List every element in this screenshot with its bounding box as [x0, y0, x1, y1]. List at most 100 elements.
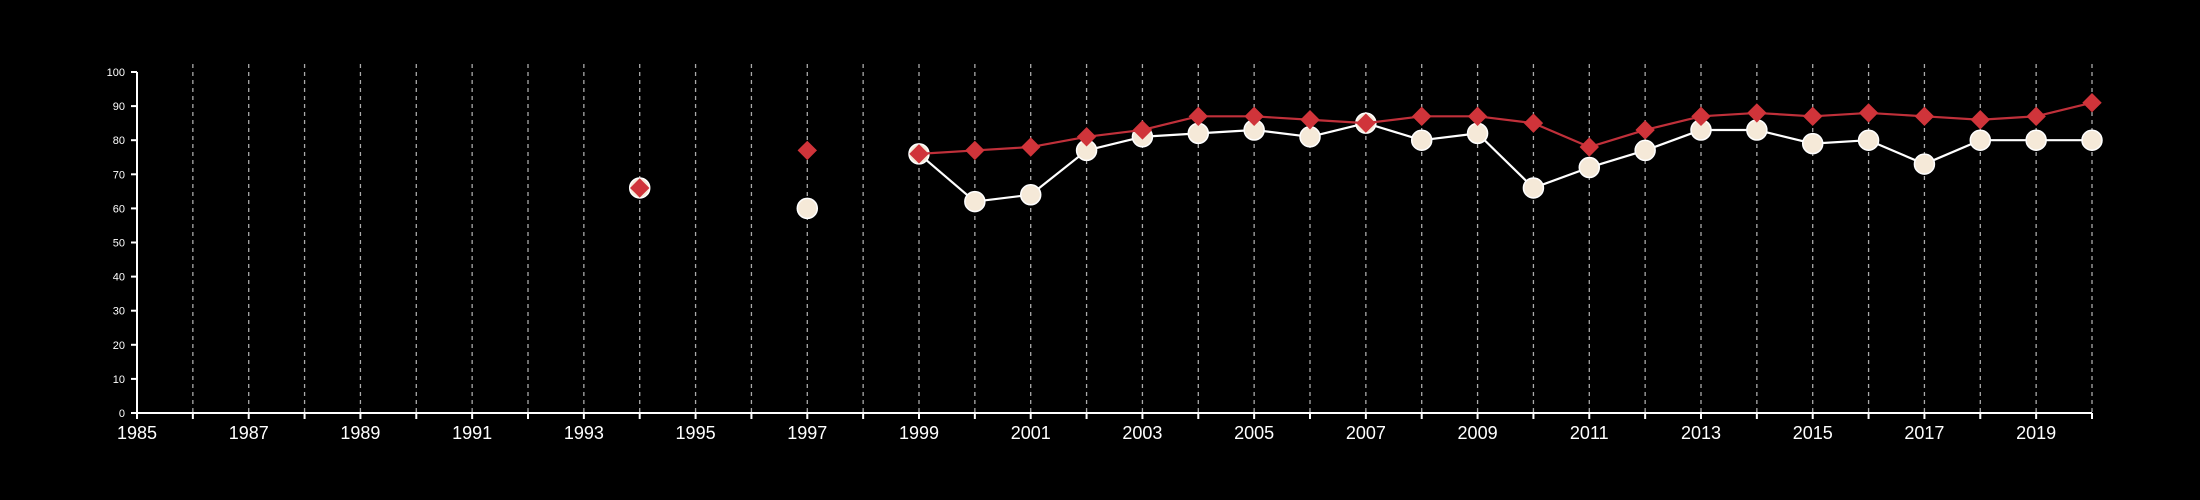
y-tick-label: 50	[113, 238, 125, 250]
data-point	[1691, 106, 1711, 127]
data-point	[1914, 106, 1935, 127]
y-tick-labels: 0 10 20 30 40 50 60 70 80 90 100	[107, 67, 125, 420]
series-line-segment	[1868, 111, 1925, 118]
series-line-segment	[1086, 128, 1143, 138]
data-point	[1244, 106, 1264, 127]
data-point	[1412, 106, 1432, 127]
y-tick-label: 10	[113, 374, 125, 386]
y-tick-label: 80	[113, 135, 125, 147]
x-tick-label: 1993	[564, 423, 604, 443]
x-tick-label: 2003	[1122, 423, 1162, 443]
series-line-segment	[1365, 115, 1422, 125]
series-2	[630, 92, 2102, 198]
data-point	[1523, 113, 1544, 133]
y-tick-label: 40	[113, 272, 125, 284]
data-point	[1578, 156, 1601, 179]
data-point	[796, 197, 819, 220]
series-line-segment	[2035, 101, 2093, 118]
series-line-segment	[1700, 111, 1757, 118]
data-point	[1356, 113, 1376, 133]
data-point	[2025, 129, 2047, 151]
series-line-segment	[974, 145, 1031, 152]
series-line-segment	[1588, 128, 1646, 149]
series-line-segment	[918, 149, 975, 155]
data-point	[2026, 106, 2046, 127]
series-line-segment	[1254, 115, 1311, 121]
data-point	[1187, 122, 1210, 145]
data-point	[1019, 184, 1042, 206]
data-point	[1970, 110, 1990, 130]
x-tick-label: 2015	[1793, 423, 1833, 443]
data-point	[1801, 132, 1824, 155]
axis-layer	[131, 71, 2093, 419]
y-tick-label: 30	[113, 306, 125, 318]
data-point	[1635, 120, 1655, 140]
x-tick-label: 2001	[1011, 423, 1051, 443]
x-tick-label: 2009	[1458, 423, 1498, 443]
series-line-segment	[1309, 118, 1366, 125]
series-line-segment	[1142, 115, 1199, 132]
data-point	[1634, 139, 1656, 162]
series-line-segment	[1812, 111, 1869, 118]
data-point	[1466, 122, 1489, 145]
data-point	[1299, 126, 1321, 148]
data-point	[1300, 110, 1320, 130]
x-tick-label: 1991	[452, 423, 492, 443]
series-line-segment	[1030, 149, 1088, 196]
data-point	[797, 140, 817, 161]
y-tick-label: 0	[119, 408, 125, 420]
x-tick-label: 1985	[117, 423, 157, 443]
data-point	[909, 144, 929, 164]
series-1	[628, 112, 2103, 220]
x-tick-label: 2005	[1234, 423, 1274, 443]
series-line-segment	[1756, 111, 1813, 118]
series-line-segment	[1532, 122, 1590, 149]
x-tick-label: 1987	[229, 423, 269, 443]
x-tick-label: 2017	[1904, 423, 1944, 443]
series-line-segment	[1644, 115, 1702, 132]
x-tick-label: 1989	[340, 423, 380, 443]
data-point	[1467, 106, 1488, 127]
data-point	[964, 190, 986, 213]
data-point	[1857, 129, 1880, 151]
data-point	[1021, 137, 1041, 157]
data-point	[1522, 177, 1545, 199]
data-point	[965, 140, 985, 161]
data-point	[1969, 129, 1992, 151]
data-point	[1188, 106, 1208, 127]
series-line-segment	[1924, 115, 1981, 121]
data-point	[1913, 153, 1936, 175]
data-point	[2082, 92, 2102, 113]
data-point	[630, 178, 650, 198]
series-line-segment	[918, 153, 976, 203]
data-point	[1076, 127, 1097, 147]
data-point	[1410, 129, 1433, 151]
x-tick-label: 1995	[676, 423, 716, 443]
data-point	[2081, 129, 2103, 151]
data-point	[1579, 137, 1599, 157]
data-point	[1803, 106, 1823, 127]
x-tick-label: 1997	[787, 423, 827, 443]
series-line-segment	[1476, 132, 1535, 189]
data-point	[1747, 103, 1767, 123]
x-tick-labels: 1985 1987 1989 1991 1993 1995 1997 1999 2001 2003…	[117, 423, 2056, 443]
y-tick-label: 90	[113, 101, 125, 113]
data-point	[1858, 103, 1879, 123]
data-point	[1746, 119, 1768, 141]
series-line-segment	[1477, 115, 1534, 125]
x-tick-label: 2011	[1570, 423, 1609, 443]
y-tick-label: 100	[107, 67, 125, 79]
series-line-segment	[1980, 115, 2037, 121]
data-point	[1132, 120, 1153, 140]
x-tick-label: 2019	[2016, 423, 2056, 443]
y-tick-label: 20	[113, 340, 125, 352]
series-line-segment	[1030, 135, 1087, 149]
x-tick-label: 1999	[899, 423, 939, 443]
y-tick-label: 60	[113, 203, 125, 215]
x-tick-label: 2013	[1681, 423, 1721, 443]
y-tick-label: 70	[113, 169, 125, 181]
series-layer	[628, 92, 2103, 220]
x-tick-label: 2007	[1346, 423, 1386, 443]
